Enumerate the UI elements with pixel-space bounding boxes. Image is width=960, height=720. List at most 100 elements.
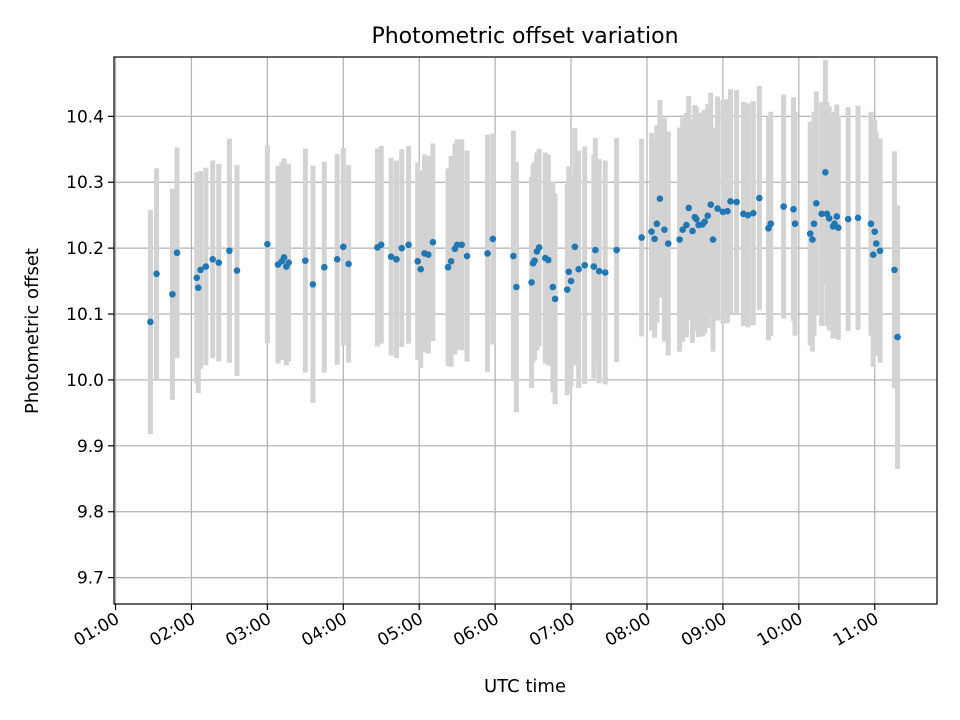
- data-point: [724, 207, 731, 215]
- data-point: [601, 269, 609, 276]
- data-point: [528, 279, 535, 286]
- data-point: [544, 256, 552, 264]
- data-point: [592, 246, 599, 254]
- data-point: [791, 220, 799, 228]
- data-point: [825, 215, 833, 222]
- data-point: [891, 266, 898, 274]
- data-point: [867, 220, 875, 228]
- data-point: [704, 212, 712, 220]
- data-point: [345, 260, 352, 268]
- data-point: [429, 238, 437, 246]
- data-point: [833, 213, 841, 220]
- data-point: [744, 211, 752, 219]
- data-point: [872, 240, 880, 247]
- data-point: [417, 265, 425, 273]
- data-point: [393, 256, 400, 263]
- y-tick-label: 9.7: [77, 569, 104, 589]
- chart-title: Photometric offset variation: [371, 24, 678, 49]
- data-point: [197, 266, 204, 274]
- data-point: [683, 221, 690, 229]
- data-point: [309, 281, 317, 288]
- data-point: [339, 243, 347, 251]
- data-point: [387, 253, 395, 260]
- data-point: [701, 218, 708, 226]
- data-point: [193, 274, 201, 282]
- data-point: [767, 220, 775, 228]
- data-point: [425, 251, 432, 259]
- data-point: [780, 203, 787, 210]
- data-point: [453, 241, 461, 249]
- y-tick-label: 9.9: [77, 437, 104, 457]
- y-axis-label: Photometric offset: [22, 248, 43, 414]
- data-point: [685, 204, 693, 212]
- data-point: [664, 240, 672, 247]
- y-tick-label: 10.3: [66, 173, 104, 193]
- y-tick-label: 10.0: [66, 371, 104, 391]
- data-point: [551, 295, 559, 303]
- data-point: [333, 256, 341, 263]
- data-point: [590, 263, 598, 270]
- data-point: [707, 201, 715, 208]
- data-point: [458, 241, 466, 249]
- data-point: [809, 236, 816, 243]
- data-point: [377, 241, 385, 249]
- data-point: [447, 258, 455, 265]
- data-point: [595, 267, 603, 275]
- data-point: [653, 220, 661, 228]
- data-point: [869, 251, 877, 259]
- data-point: [565, 268, 573, 276]
- x-axis-label: UTC time: [484, 676, 566, 697]
- data-point: [405, 241, 412, 249]
- data-point: [581, 261, 589, 269]
- data-point: [661, 226, 668, 233]
- data-point: [194, 284, 202, 291]
- data-point: [876, 247, 884, 255]
- data-point: [285, 259, 292, 266]
- data-point: [854, 214, 862, 222]
- y-tick-label: 9.8: [77, 503, 104, 523]
- data-point: [676, 236, 683, 243]
- data-point: [173, 249, 181, 257]
- plot-frame: [113, 56, 938, 605]
- data-point: [302, 257, 309, 264]
- data-point: [727, 198, 734, 205]
- y-tick-label: 10.2: [66, 239, 104, 259]
- data-point: [806, 230, 814, 237]
- y-tick-label: 10.4: [66, 107, 104, 127]
- data-point: [812, 200, 820, 207]
- data-point: [153, 270, 160, 278]
- data-point: [169, 290, 176, 298]
- data-point: [638, 234, 645, 241]
- data-point: [575, 265, 582, 273]
- data-point: [233, 267, 241, 274]
- data-point: [689, 227, 696, 235]
- data-point: [733, 198, 740, 206]
- data-point: [398, 244, 406, 252]
- data-point: [871, 228, 879, 235]
- data-point: [822, 169, 829, 176]
- point-layer: [147, 169, 901, 341]
- data-point: [835, 224, 842, 231]
- data-point: [818, 210, 825, 218]
- data-point: [714, 205, 721, 212]
- data-point: [648, 228, 655, 235]
- data-point: [756, 194, 763, 202]
- data-point: [444, 263, 452, 271]
- data-point: [513, 283, 520, 291]
- data-point: [535, 244, 543, 251]
- data-point: [147, 318, 154, 326]
- data-point: [790, 205, 797, 213]
- data-point: [679, 226, 686, 233]
- data-point: [894, 333, 901, 341]
- data-point: [321, 263, 328, 271]
- data-point: [549, 283, 557, 291]
- data-point: [749, 209, 757, 217]
- data-point: [226, 247, 233, 255]
- data-point: [651, 235, 658, 243]
- data-point: [264, 240, 271, 248]
- data-point: [709, 236, 717, 243]
- data-point: [215, 259, 223, 266]
- y-tick-label: 10.1: [66, 305, 104, 325]
- data-point: [484, 250, 491, 257]
